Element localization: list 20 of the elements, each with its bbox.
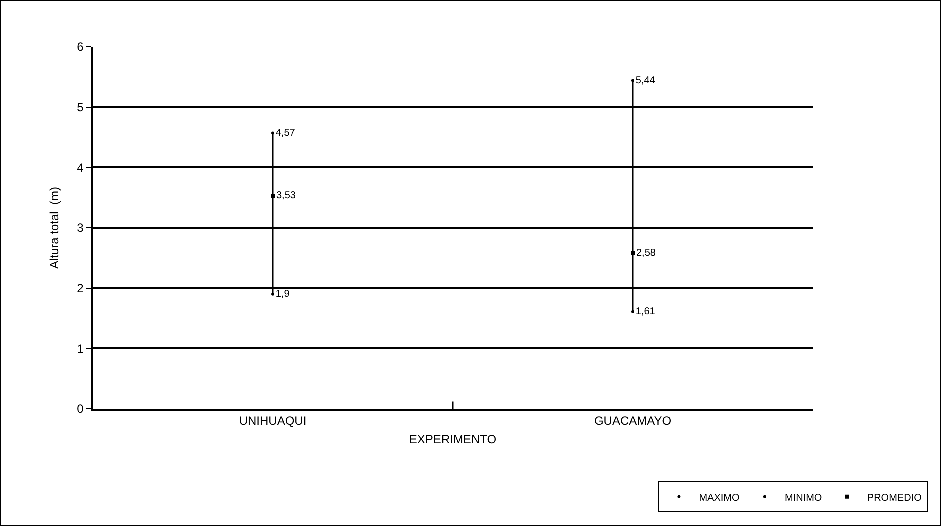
data-label: 4,57: [276, 128, 296, 139]
y-tick-label: 0: [77, 402, 84, 416]
y-tick-label: 5: [77, 100, 84, 115]
data-label: 3,53: [276, 190, 296, 202]
y-tick-label: 3: [77, 221, 84, 236]
legend-label: MINIMO: [784, 492, 822, 504]
data-label: 1,61: [636, 306, 656, 318]
legend-label: PROMEDIO: [867, 492, 922, 504]
y-tick-label: 6: [77, 40, 84, 54]
legend-label: MAXIMO: [699, 492, 740, 504]
data-label: 2,58: [636, 248, 656, 259]
x-tick-label: UNIHUAQUI: [239, 414, 307, 428]
y-tick-label: 2: [77, 282, 84, 296]
data-label: 5,44: [636, 75, 656, 86]
y-tick-label: 1: [77, 342, 84, 356]
y-tick-label: 4: [77, 160, 84, 175]
x-axis-title: EXPERIMENTO: [409, 432, 497, 447]
data-label: 1,9: [276, 288, 290, 300]
y-axis-title: Altura total (m): [48, 186, 62, 270]
x-tick-label: GUACAMAYO: [594, 414, 672, 428]
